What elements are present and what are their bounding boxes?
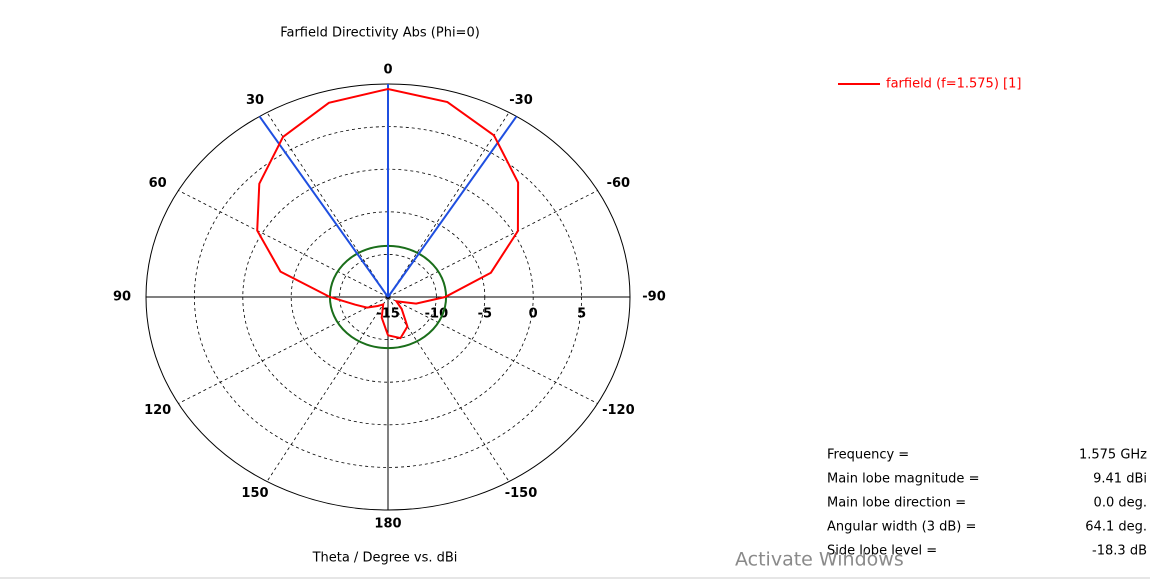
r-tick-label: 5 [577,307,586,322]
theta-tick-label: 150 [241,486,268,501]
theta-tick-label: -120 [602,403,635,418]
info-label: Frequency = [827,448,909,463]
theta-tick-label: 120 [144,403,171,418]
theta-tick-label: -60 [607,176,631,191]
theta-tick-label: 60 [149,176,167,191]
theta-tick-label: -30 [509,93,533,108]
grid-spoke [266,112,389,298]
chart-title: Farfield Directivity Abs (Phi=0) [280,26,480,41]
axis-label: Theta / Degree vs. dBi [312,551,458,566]
watermark: Activate Windows [735,549,904,571]
theta-tick-label: -90 [642,290,666,305]
info-value: 0.0 deg. [1094,496,1147,511]
info-label: Angular width (3 dB) = [827,520,976,535]
theta-tick-label: 30 [246,93,264,108]
theta-tick-label: 180 [374,517,401,532]
beam-line [258,115,389,298]
info-label: Side lobe level = [827,544,937,559]
info-label: Main lobe magnitude = [827,472,979,487]
r-tick-label: -5 [478,307,492,322]
theta-tick-label: -150 [505,486,538,501]
info-value: 1.575 GHz [1079,448,1147,463]
pattern-line [256,87,520,340]
grid-spoke [387,112,510,298]
info-label: Main lobe direction = [827,496,966,511]
theta-tick-label: 90 [113,290,131,305]
grid-spoke [266,296,389,482]
legend-label: farfield (f=1.575) [1] [886,77,1021,92]
info-value: 64.1 deg. [1085,520,1147,535]
info-value: 9.41 dBi [1093,472,1147,487]
grid-spoke [387,296,510,482]
beam-line [387,115,518,298]
r-tick-label: 0 [529,307,538,322]
theta-tick-label: 0 [383,63,392,78]
info-value: -18.3 dB [1092,544,1147,559]
